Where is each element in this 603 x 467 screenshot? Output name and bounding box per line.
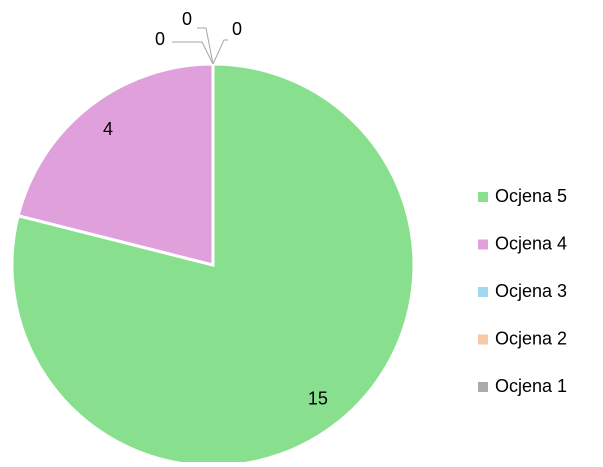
- leader-line: [172, 41, 214, 65]
- legend-label: Ocjena 5: [495, 186, 567, 206]
- data-label: 0: [155, 29, 165, 49]
- data-label: 4: [103, 119, 113, 139]
- data-label: 0: [182, 9, 192, 29]
- legend-swatch: [478, 192, 488, 202]
- legend-swatch: [478, 239, 488, 250]
- legend-label: Ocjena 2: [495, 328, 567, 348]
- data-label: 0: [232, 19, 242, 39]
- legend-label: Ocjena 3: [495, 281, 567, 301]
- legend-label: Ocjena 1: [495, 376, 567, 396]
- legend-swatch: [478, 382, 488, 392]
- legend-label: Ocjena 4: [495, 233, 567, 253]
- legend-swatch: [478, 334, 488, 345]
- data-label: 15: [308, 389, 328, 409]
- leader-line: [197, 27, 214, 65]
- legend-swatch: [478, 287, 488, 297]
- leader-line: [212, 39, 228, 65]
- pie-slice: [16, 62, 215, 267]
